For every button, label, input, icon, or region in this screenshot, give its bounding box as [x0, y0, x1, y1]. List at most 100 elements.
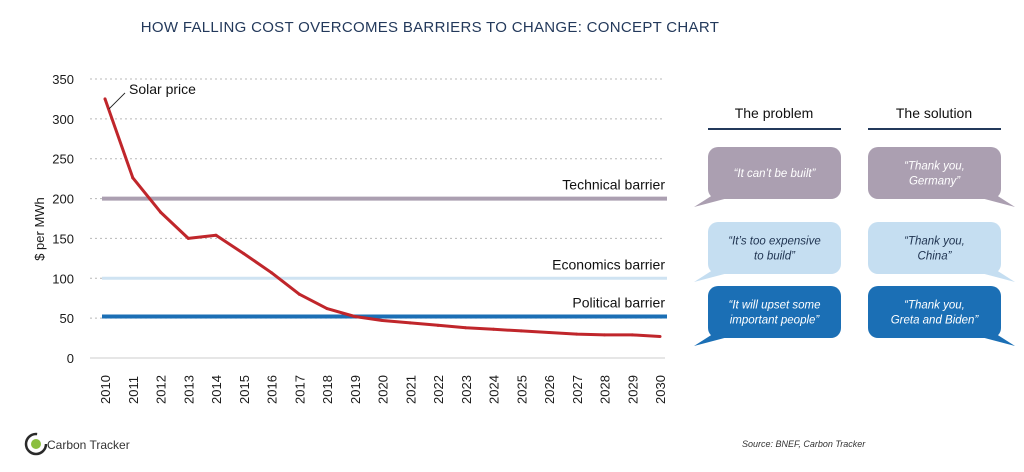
series-point [242, 252, 246, 256]
bubble-body [868, 286, 1001, 338]
source-note: Source: BNEF, Carbon Tracker [742, 439, 866, 449]
bubble-text-line: “It’s too expensive [728, 236, 820, 248]
bubble-tail-icon [977, 193, 1015, 207]
bubble-problem-0: “It can’t be built” [694, 147, 841, 207]
barrier-label-0: Technical barrier [562, 177, 665, 193]
series-point [603, 333, 606, 337]
barrier-label-1: Economics barrier [552, 256, 665, 272]
x-tick-label: 2015 [237, 375, 252, 404]
x-tick-label: 2017 [292, 375, 307, 404]
series-point [408, 321, 412, 325]
bubble-body [708, 147, 841, 199]
barrier-lines: Technical barrier Economics barrier Politi… [102, 177, 667, 319]
bubble-solution-0: “Thank you, Germany” [868, 147, 1015, 207]
bubble-text-line: important people” [730, 315, 821, 327]
y-tick-label: 100 [52, 271, 74, 286]
bubble-text-line: “Thank you, [904, 300, 965, 312]
solution-header: The solution [896, 105, 972, 121]
series-point [492, 327, 495, 331]
bubble-tail-icon [694, 332, 732, 346]
bubble-tail-icon [694, 193, 732, 207]
chart-title: HOW FALLING COST OVERCOMES BARRIERS TO C… [141, 19, 719, 36]
speech-bubbles: “It can’t be built” “Thank you, Germany” “I… [694, 147, 1015, 346]
series-point [159, 210, 162, 214]
x-tick-label: 2016 [265, 375, 280, 404]
bubble-text-line: China” [918, 251, 953, 263]
bubble-text-line: “It will upset some [728, 300, 820, 312]
y-axis-title: $ per MWh [32, 197, 47, 261]
problem-header: The problem [735, 105, 814, 121]
bubble-solution-1: “Thank you, China” [868, 222, 1015, 282]
bubble-body [868, 222, 1001, 274]
x-tick-label: 2021 [403, 375, 418, 404]
series-point [214, 233, 218, 237]
bubble-body [708, 286, 841, 338]
bubble-body [708, 222, 841, 274]
series-point [575, 332, 579, 336]
bubble-problem-1: “It’s too expensive to build” [694, 222, 841, 282]
series-label: Solar price [129, 81, 196, 97]
x-tick-label: 2024 [487, 375, 502, 404]
bubble-tail-icon [694, 268, 732, 282]
series-point [131, 176, 135, 180]
series-point [186, 236, 190, 240]
bubble-text-line: “It can’t be built” [734, 168, 817, 180]
x-axis: 2010 2011 2012 2013 2014 2015 2016 2017 2018 2019… [98, 375, 668, 404]
bubble-problem-2: “It will upset some important people” [694, 286, 841, 346]
bubble-text-line: “Thank you, [904, 236, 965, 248]
logo-text: Carbon Tracker [47, 438, 130, 452]
x-tick-label: 2012 [154, 375, 169, 404]
series-point [325, 307, 329, 311]
series-label-leader [108, 92, 126, 110]
carbon-tracker-logo: Carbon Tracker [24, 432, 130, 456]
series-point [381, 319, 384, 323]
series-point [547, 330, 551, 334]
x-tick-label: 2027 [570, 375, 585, 404]
x-tick-label: 2013 [181, 375, 196, 404]
y-tick-label: 250 [52, 152, 74, 167]
x-tick-label: 2020 [376, 375, 391, 404]
x-tick-label: 2023 [459, 375, 474, 404]
series-point [103, 97, 107, 101]
problem-solution-panel: The problem The solution “It can’t be bu… [694, 105, 1015, 346]
logo-ring-icon [24, 432, 48, 456]
x-tick-label: 2019 [348, 375, 363, 404]
y-tick-label: 200 [52, 192, 74, 207]
bubble-tail-icon [977, 332, 1015, 346]
y-tick-label: 350 [52, 72, 74, 87]
y-tick-label: 0 [67, 351, 74, 366]
x-tick-label: 2022 [431, 375, 446, 404]
bubble-tail-icon [977, 268, 1015, 282]
x-tick-label: 2018 [320, 375, 335, 404]
logo-dot-icon [31, 439, 41, 449]
series-point [436, 323, 440, 327]
series-point [658, 334, 662, 338]
y-tick-label: 300 [52, 112, 74, 127]
bubble-solution-2: “Thank you, Greta and Biden” [868, 286, 1015, 346]
series-point [353, 315, 357, 319]
bubble-body [868, 147, 1001, 199]
barrier-label-2: Political barrier [572, 295, 665, 311]
x-tick-label: 2025 [514, 375, 529, 404]
bubble-text-line: Greta and Biden” [891, 315, 980, 327]
series-point [270, 271, 273, 275]
y-tick-label: 150 [52, 231, 74, 246]
x-tick-label: 2028 [598, 375, 613, 404]
x-tick-label: 2029 [625, 375, 640, 404]
bubble-text-line: Germany” [909, 176, 961, 188]
bubble-text-line: to build” [754, 251, 796, 263]
x-tick-label: 2030 [653, 375, 668, 404]
series-point [464, 326, 468, 330]
series-point [630, 333, 634, 337]
y-axis: 0 50 100 150 200 250 300 350 [52, 72, 74, 366]
series-point [297, 292, 301, 296]
x-tick-label: 2026 [542, 375, 557, 404]
y-tick-label: 50 [60, 311, 74, 326]
x-tick-label: 2010 [98, 375, 113, 404]
bubble-text-line: “Thank you, [904, 161, 965, 173]
x-tick-label: 2011 [126, 376, 141, 404]
series-point [519, 329, 523, 333]
series-layer: Solar price [103, 81, 662, 338]
x-tick-label: 2014 [209, 375, 224, 404]
